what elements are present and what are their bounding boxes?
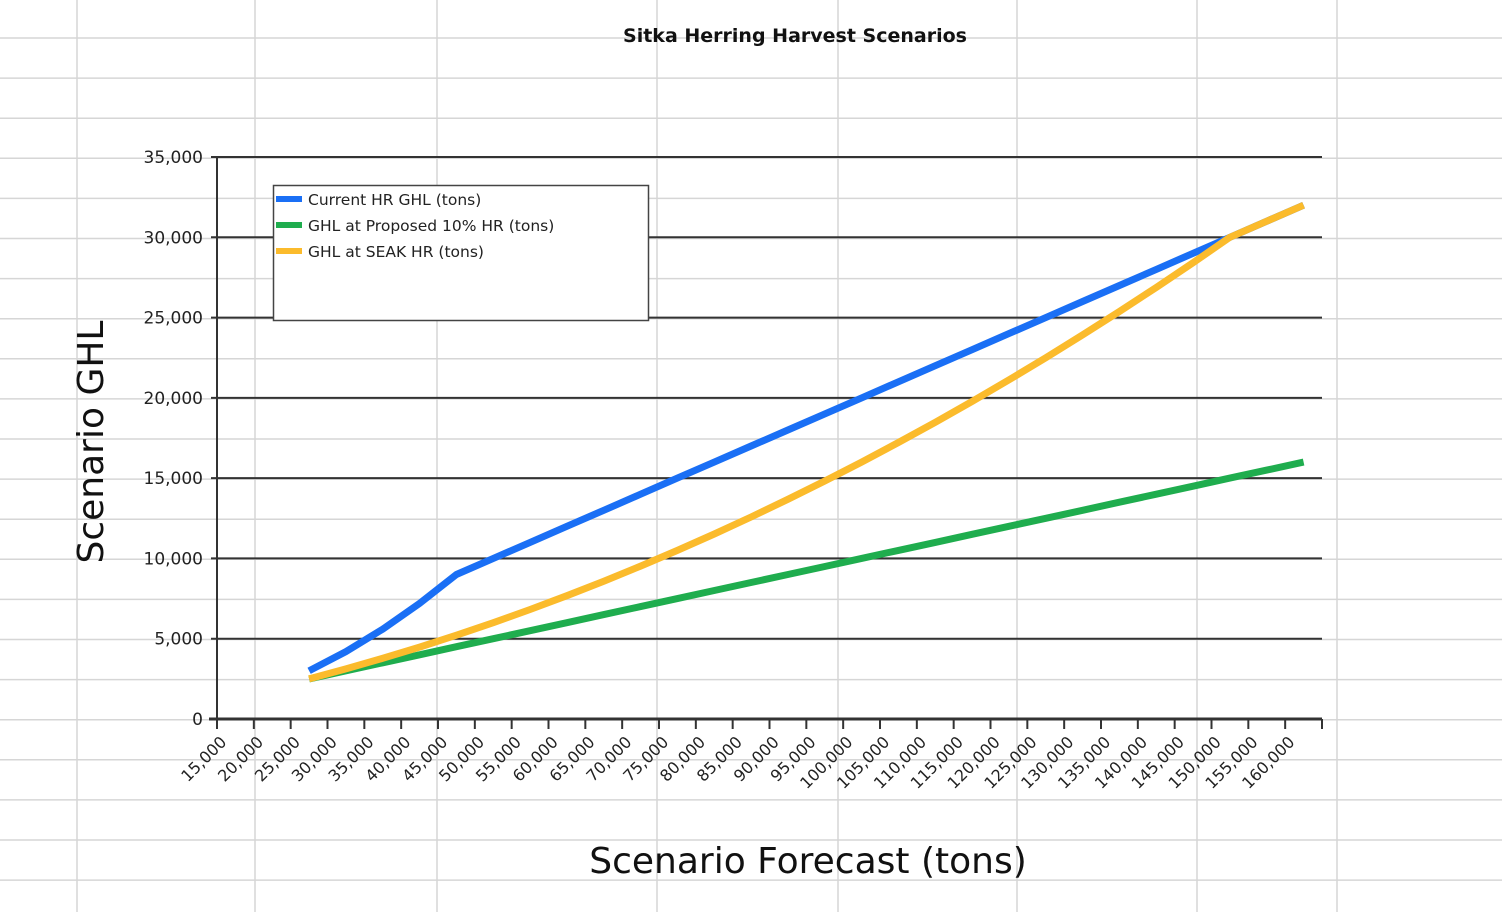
y-tick-label: 25,000 [144, 309, 203, 329]
series-lines [307, 201, 1305, 683]
chart-title: Sitka Herring Harvest Scenarios [623, 25, 967, 47]
x-axis-title: Scenario Forecast (tons) [589, 841, 1027, 882]
series-line-1 [307, 201, 1305, 674]
series-line-2 [308, 458, 1305, 683]
legend-label-1: Current HR GHL (tons) [308, 191, 481, 209]
y-tick-label: 35,000 [144, 148, 203, 168]
y-tick-labels: 0 5,000 10,000 15,000 20,000 25,000 30,000 35,0… [144, 148, 203, 730]
gridlines [211, 156, 1322, 640]
y-tick-label: 5,000 [154, 630, 203, 650]
y-tick-label: 30,000 [144, 228, 203, 248]
y-tick-label: 15,000 [144, 469, 203, 489]
y-tick-label: 10,000 [144, 549, 203, 569]
legend-label-2: GHL at Proposed 10% HR (tons) [308, 217, 554, 235]
legend: Current HR GHL (tons) GHL at Proposed 10%… [272, 184, 650, 322]
series-line-3 [308, 201, 1305, 683]
y-tick-label: 0 [192, 710, 203, 730]
legend-label-3: GHL at SEAK HR (tons) [308, 243, 484, 261]
x-tick-labels: 15,00020,00025,00030,00035,00040,00045,0… [177, 732, 1298, 792]
axes [209, 157, 1323, 729]
y-axis-title: Scenario GHL [71, 321, 112, 564]
y-tick-label: 20,000 [144, 389, 203, 409]
legend-box [272, 184, 650, 322]
